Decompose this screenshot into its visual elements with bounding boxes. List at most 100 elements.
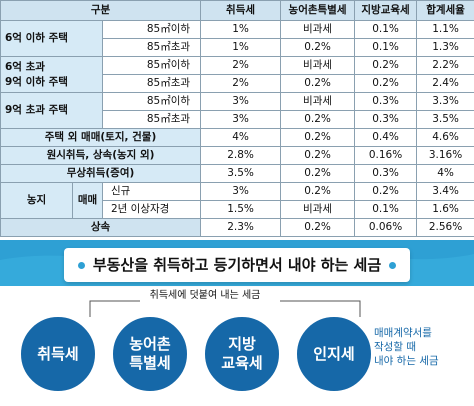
acquisition-tax-circle: 취득세	[18, 314, 98, 394]
circle-label: 취득세	[37, 344, 79, 363]
cell: 4%	[200, 128, 282, 147]
section-label: 농지	[0, 182, 73, 219]
bracket-label: 취득세에 덧붙여 내는 세금	[140, 289, 270, 303]
cell: 0.2%	[280, 164, 356, 183]
cell: 비과세	[280, 56, 356, 75]
table-row: 2년 이상자경 1.5% 비과세 0.1% 1.6%	[1, 200, 474, 219]
note-line: 매매계약서를	[374, 327, 432, 339]
cell: 0.2%	[280, 182, 356, 201]
table-row: 주택 외 매매(토지, 건물) 4% 0.2% 0.4% 4.6%	[0, 128, 474, 147]
section-label: 6억 이하 주택	[0, 20, 103, 57]
cell: 0.3%	[354, 92, 418, 111]
cell: 3%	[200, 92, 282, 111]
table-row: 85㎡초과 3% 0.2% 0.3% 3.5%	[1, 110, 474, 129]
header-rural-special-tax: 농어촌특별세	[280, 0, 356, 21]
area-label: 85㎡초과	[101, 74, 202, 93]
table-row: 상속 2.3% 0.2% 0.06% 2.56%	[0, 218, 474, 237]
section-label: 9억 초과 주택	[0, 92, 103, 129]
section-label: 주택 외 매매(토지, 건물)	[0, 128, 202, 147]
banner-title: 부동산을 취득하고 등기하면서 내야 하는 세금	[64, 248, 410, 282]
circle-label: 특별세	[129, 354, 171, 372]
table-row: 9억 초과 주택 85㎡이하 3% 비과세 0.3% 3.3%	[0, 92, 474, 129]
cell: 0.3%	[354, 110, 418, 129]
cell: 1.3%	[416, 38, 474, 57]
circle-label: 교육세	[221, 354, 263, 372]
cell: 4%	[416, 164, 474, 183]
stamp-tax-circle: 인지세	[294, 314, 374, 394]
section-label-line: 6억 초과	[5, 60, 45, 73]
cell: 0.3%	[354, 164, 418, 183]
cell: 1.6%	[416, 200, 474, 219]
cell: 비과세	[280, 92, 356, 111]
header-category: 구분	[0, 0, 202, 21]
header-total-rate: 합계세율	[416, 0, 474, 21]
header-local-education-tax: 지방교육세	[354, 0, 418, 21]
cell: 0.2%	[280, 218, 356, 237]
area-label: 85㎡이하	[101, 20, 202, 39]
cell: 비과세	[280, 200, 356, 219]
cell: 0.2%	[354, 56, 418, 75]
section-label-line: 9억 이하 주택	[5, 75, 68, 88]
table-row: 6억 이하 주택 85㎡이하 1% 비과세 0.1% 1.1%	[0, 20, 474, 57]
table-row: 농지 매매 신규 3% 0.2% 0.2% 3.4%	[0, 182, 474, 219]
circle-label: 농어촌	[129, 335, 171, 353]
table-row: 85㎡초과 1% 0.2% 0.1% 1.3%	[1, 38, 474, 57]
table-row: 6억 초과 9억 이하 주택 85㎡이하 2% 비과세 0.2% 2.2%	[0, 56, 474, 93]
cell: 0.2%	[354, 74, 418, 93]
cell: 0.2%	[280, 128, 356, 147]
cell: 0.2%	[280, 74, 356, 93]
cell: 2.8%	[200, 146, 282, 165]
area-label: 85㎡초과	[101, 110, 202, 129]
local-education-tax-circle: 지방 교육세	[202, 314, 282, 394]
cell: 0.1%	[354, 20, 418, 39]
cell: 1%	[200, 20, 282, 39]
cell: 1.5%	[200, 200, 282, 219]
note-line: 내야 하는 세금	[374, 355, 439, 367]
cell: 0.16%	[354, 146, 418, 165]
area-label: 85㎡초과	[101, 38, 202, 57]
cell: 2%	[200, 56, 282, 75]
cell: 1%	[200, 38, 282, 57]
area-label: 85㎡이하	[101, 92, 202, 111]
cell: 비과세	[280, 20, 356, 39]
cell: 3%	[200, 182, 282, 201]
cell: 2.56%	[416, 218, 474, 237]
cell: 3.3%	[416, 92, 474, 111]
cell: 2.4%	[416, 74, 474, 93]
cell: 3.5%	[200, 164, 282, 183]
type-label: 신규	[101, 182, 202, 201]
table-header-row: 구분 취득세 농어촌특별세 지방교육세 합계세율	[0, 0, 474, 21]
stamp-tax-note: 매매계약서를 작성할 때 내야 하는 세금	[374, 326, 472, 368]
cell: 0.2%	[280, 110, 356, 129]
cell: 3.4%	[416, 182, 474, 201]
cell: 3%	[200, 110, 282, 129]
sub-section-label: 매매	[72, 182, 103, 219]
cell: 0.06%	[354, 218, 418, 237]
cell: 0.4%	[354, 128, 418, 147]
cell: 0.2%	[280, 146, 356, 165]
circle-label: 인지세	[313, 344, 355, 363]
cell: 1.1%	[416, 20, 474, 39]
cell: 2.2%	[416, 56, 474, 75]
section-label: 무상취득(증여)	[0, 164, 202, 183]
rural-special-tax-circle: 농어촌 특별세	[110, 314, 190, 394]
note-line: 작성할 때	[374, 341, 416, 353]
cell: 0.1%	[354, 200, 418, 219]
table-row: 원시취득, 상속(농지 외) 2.8% 0.2% 0.16% 3.16%	[0, 146, 474, 165]
cell: 3.16%	[416, 146, 474, 165]
circle-label: 지방	[228, 335, 256, 353]
area-label: 85㎡이하	[101, 56, 202, 75]
section-label: 원시취득, 상속(농지 외)	[0, 146, 202, 165]
cell: 0.2%	[354, 182, 418, 201]
section-label: 상속	[0, 218, 202, 237]
cell: 3.5%	[416, 110, 474, 129]
cell: 0.1%	[354, 38, 418, 57]
acquisition-tax-table: 구분 취득세 농어촌특별세 지방교육세 합계세율 6억 이하 주택 85㎡이하 …	[0, 0, 474, 237]
cell: 2.3%	[200, 218, 282, 237]
table-row: 무상취득(증여) 3.5% 0.2% 0.3% 4%	[0, 164, 474, 183]
header-acquisition-tax: 취득세	[200, 0, 282, 21]
type-label: 2년 이상자경	[101, 200, 202, 219]
cell: 2%	[200, 74, 282, 93]
cell: 0.2%	[280, 38, 356, 57]
